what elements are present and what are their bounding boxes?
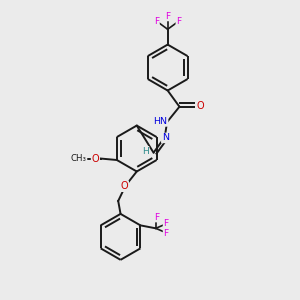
- Text: N: N: [162, 134, 169, 142]
- Text: HN: HN: [154, 117, 168, 126]
- Text: F: F: [164, 218, 169, 227]
- Text: F: F: [165, 11, 170, 20]
- Text: H: H: [142, 147, 149, 156]
- Text: O: O: [121, 181, 128, 191]
- Text: CH₃: CH₃: [70, 154, 87, 163]
- Text: F: F: [176, 16, 181, 26]
- Text: F: F: [164, 229, 169, 238]
- Text: F: F: [154, 213, 159, 222]
- Text: F: F: [154, 16, 159, 26]
- Text: O: O: [92, 154, 99, 164]
- Text: O: O: [196, 101, 204, 111]
